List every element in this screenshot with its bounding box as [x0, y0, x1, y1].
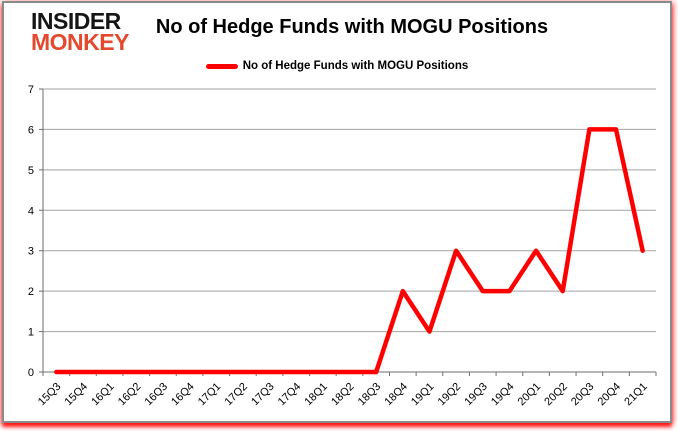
y-axis-label: 5	[28, 165, 34, 177]
x-axis-label: 19Q2	[436, 381, 464, 409]
x-axis-label: 19Q3	[462, 381, 490, 409]
x-axis-label: 16Q1	[89, 381, 117, 409]
x-axis-label: 16Q2	[116, 381, 144, 409]
x-axis-label: 17Q1	[196, 381, 224, 409]
logo-monkey-text: MONKEY	[31, 29, 129, 56]
x-axis-label: 19Q4	[489, 381, 517, 409]
x-axis-label: 19Q1	[409, 381, 437, 409]
x-axis-label: 20Q3	[569, 381, 597, 409]
data-line-series	[54, 127, 645, 375]
y-axis-label: 4	[28, 205, 34, 217]
y-axis-label: 7	[28, 84, 34, 96]
y-axis-label: 0	[28, 367, 34, 379]
y-axis-label: 1	[28, 327, 34, 339]
x-axis-label: 15Q4	[63, 381, 91, 409]
legend-label: No of Hedge Funds with MOGU Positions	[242, 60, 469, 72]
x-axis-label: 17Q4	[276, 381, 304, 409]
logo-insider-text: INSIDER	[31, 8, 121, 34]
x-axis-label: 18Q1	[302, 381, 330, 409]
x-axis-label: 16Q3	[143, 381, 171, 409]
x-axis-label: 20Q1	[516, 381, 544, 409]
x-axis-label: 17Q2	[222, 381, 250, 409]
chart-title: No of Hedge Funds with MOGU Positions	[155, 16, 549, 38]
x-axis-label: 18Q2	[329, 381, 357, 409]
line-chart: 0 1 2 3 4 5 6 7 15Q3 15Q4 16Q1 16Q2 16Q3 16Q4 17Q1 17Q2…	[28, 84, 657, 409]
x-axis-label: 18Q4	[382, 381, 410, 409]
y-axis-label: 6	[28, 124, 34, 136]
insider-monkey-logo: INSIDER MONKEY	[31, 8, 129, 56]
x-axis-label: 16Q4	[169, 381, 197, 409]
x-axis-label: 17Q3	[249, 381, 277, 409]
legend: No of Hedge Funds with MOGU Positions	[4, 60, 670, 72]
x-axis-label: 20Q4	[596, 381, 624, 409]
y-axis-label: 2	[28, 286, 34, 298]
chart-card: 0 1 2 3 4 5 6 7 15Q3 15Q4 16Q1 16Q2 16Q3 16Q4 17Q1 17Q2…	[2, 1, 672, 423]
x-axis-label: 20Q2	[542, 381, 570, 409]
x-axis-label: 18Q3	[356, 381, 384, 409]
x-axis-label: 21Q1	[622, 381, 650, 409]
legend-line-swatch	[205, 63, 238, 69]
x-axis-label: 15Q3	[36, 381, 64, 409]
y-axis-label: 3	[28, 246, 34, 258]
